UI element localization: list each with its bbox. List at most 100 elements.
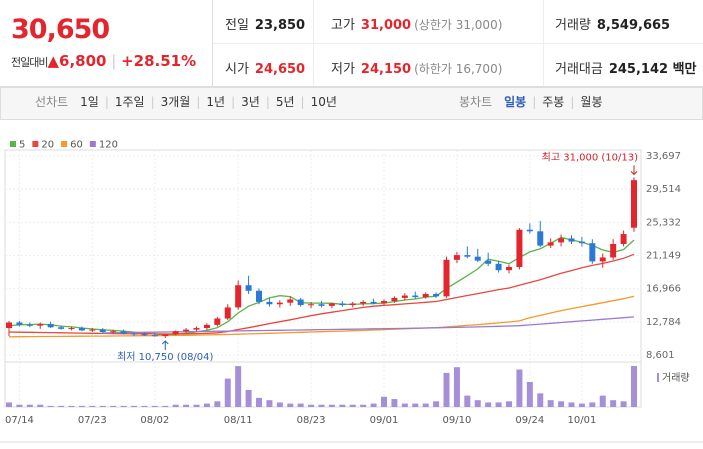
tab-item[interactable]: 월봉 <box>580 95 603 109</box>
tab-item[interactable]: 일봉 <box>504 95 527 109</box>
candle-body <box>266 301 273 305</box>
stat-label: 저가 <box>331 62 355 77</box>
tab-item[interactable]: 주봉 <box>542 95 565 109</box>
candle-body <box>547 242 554 246</box>
candle-body <box>422 293 429 298</box>
candle-body <box>631 180 637 228</box>
tab-sep: | <box>265 95 270 109</box>
stat-value: 24,150 <box>360 62 412 77</box>
volume-bar <box>412 403 419 407</box>
x-tick-label: 08/02 <box>140 415 169 426</box>
tab-item[interactable]: 10년 <box>310 95 337 109</box>
low-arrow <box>161 340 169 350</box>
volume-bar <box>453 367 460 407</box>
candle-body <box>256 290 262 302</box>
candle-body <box>328 303 335 306</box>
volume-bar <box>47 405 54 407</box>
candle-body <box>464 255 471 257</box>
legend-swatch <box>89 141 96 147</box>
y-tick-label: 29,514 <box>646 184 681 195</box>
stats-panel: 전일 23,850 고가 31,000 (상한가 31,000) 거래량 8,549,665… <box>213 0 703 87</box>
candle-body <box>235 285 242 308</box>
low-annotation: 최저 10,750 (08/04) <box>117 351 213 363</box>
candle-body <box>578 241 585 244</box>
stat-value: 245,142 백만 <box>608 62 697 77</box>
volume-bar <box>558 401 565 407</box>
tab-sep: | <box>300 95 305 109</box>
high-annotation: 최고 31,000 (10/13) <box>542 151 638 163</box>
stat: 시가 24,650 <box>225 58 305 77</box>
change: 전일대비▲6,800 | +28.51% <box>11 52 197 70</box>
ma-line <box>8 295 635 338</box>
candle-body <box>485 260 492 264</box>
volume-bar <box>172 404 179 407</box>
candle-body <box>495 263 502 271</box>
tab-item[interactable]: 3개월 <box>160 95 191 109</box>
volume-bar <box>339 404 346 407</box>
candle-body <box>308 304 315 306</box>
y-tick-label: 25,332 <box>646 217 681 228</box>
ma-line <box>8 253 635 335</box>
tab-sep: | <box>150 95 155 109</box>
candle-body <box>526 229 533 232</box>
x-tick-label: 07/23 <box>78 415 107 426</box>
candle-body <box>599 257 606 262</box>
stat-note: (하한가 16,700) <box>414 62 503 76</box>
volume-bar <box>37 404 44 407</box>
volume-bar <box>287 403 294 407</box>
volume-bar <box>110 405 117 407</box>
candle-body <box>297 299 304 306</box>
tab-item[interactable]: 1주일 <box>114 95 145 109</box>
volume-bar <box>349 404 356 407</box>
candle-body <box>370 301 377 304</box>
legend-label: 60 <box>70 140 83 151</box>
tab-item[interactable]: 1일 <box>80 95 99 109</box>
tab-sep: | <box>231 95 236 109</box>
change-rate: +28.51% <box>121 52 197 70</box>
stat-value: 31,000 <box>360 18 412 33</box>
candle-body <box>203 324 210 329</box>
tab-item[interactable]: 3년 <box>241 95 260 109</box>
tab-item[interactable]: 1년 <box>206 95 226 109</box>
candle-body <box>224 307 231 319</box>
candle-body <box>151 335 158 337</box>
volume-bar <box>370 403 377 407</box>
tab-sep: | <box>196 95 201 109</box>
tab-item[interactable]: 5년 <box>275 95 295 109</box>
divider <box>313 0 314 86</box>
x-tick-label: 10/01 <box>568 415 597 426</box>
volume-bar <box>141 405 148 407</box>
volume-bar <box>214 401 221 407</box>
candle-body <box>162 334 169 336</box>
candle-body <box>47 324 54 328</box>
x-tick-label: 08/11 <box>224 415 253 426</box>
volume-bar <box>256 397 262 407</box>
volume-bar <box>547 400 554 407</box>
volume-bar <box>620 401 627 407</box>
candle-body <box>360 301 367 304</box>
candle-body <box>172 331 179 335</box>
candle-body <box>193 328 200 330</box>
tab-group-label: 봉차트 <box>459 95 493 109</box>
candle-body <box>401 295 408 298</box>
candle-body <box>474 256 481 261</box>
volume-bar <box>183 404 190 407</box>
stat-label: 거래대금 <box>555 62 603 77</box>
up-triangle: ▲ <box>47 52 60 70</box>
candle-body <box>26 324 33 326</box>
candle-body <box>58 327 65 329</box>
stat-label: 시가 <box>225 62 249 77</box>
y-tick-label: 8,601 <box>646 350 675 361</box>
candle-body <box>183 329 190 332</box>
volume-bar <box>443 372 450 407</box>
candle-body <box>37 324 44 326</box>
volume-bar <box>568 402 575 407</box>
y-tick-label: 33,697 <box>646 151 681 162</box>
candle-body <box>141 334 148 336</box>
stat: 거래대금 245,142 백만 <box>555 58 697 77</box>
candle-body <box>287 299 294 303</box>
volume-bar <box>235 366 242 407</box>
candle-body <box>131 333 137 335</box>
stat-label: 거래량 <box>555 18 591 33</box>
